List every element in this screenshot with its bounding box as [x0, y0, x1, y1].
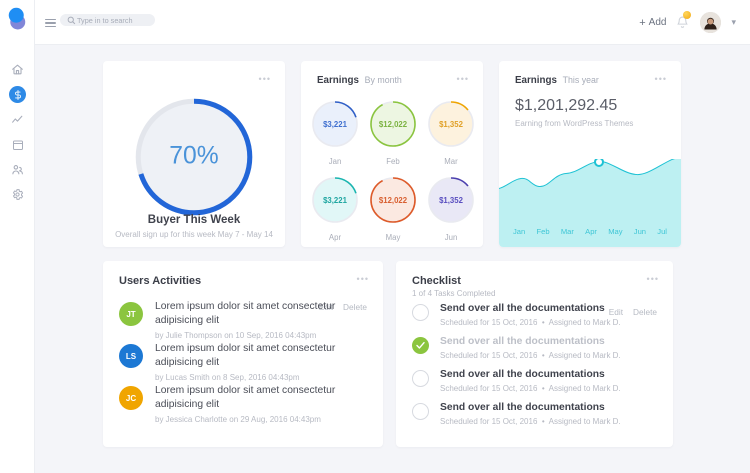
- svg-text:70%: 70%: [169, 142, 218, 169]
